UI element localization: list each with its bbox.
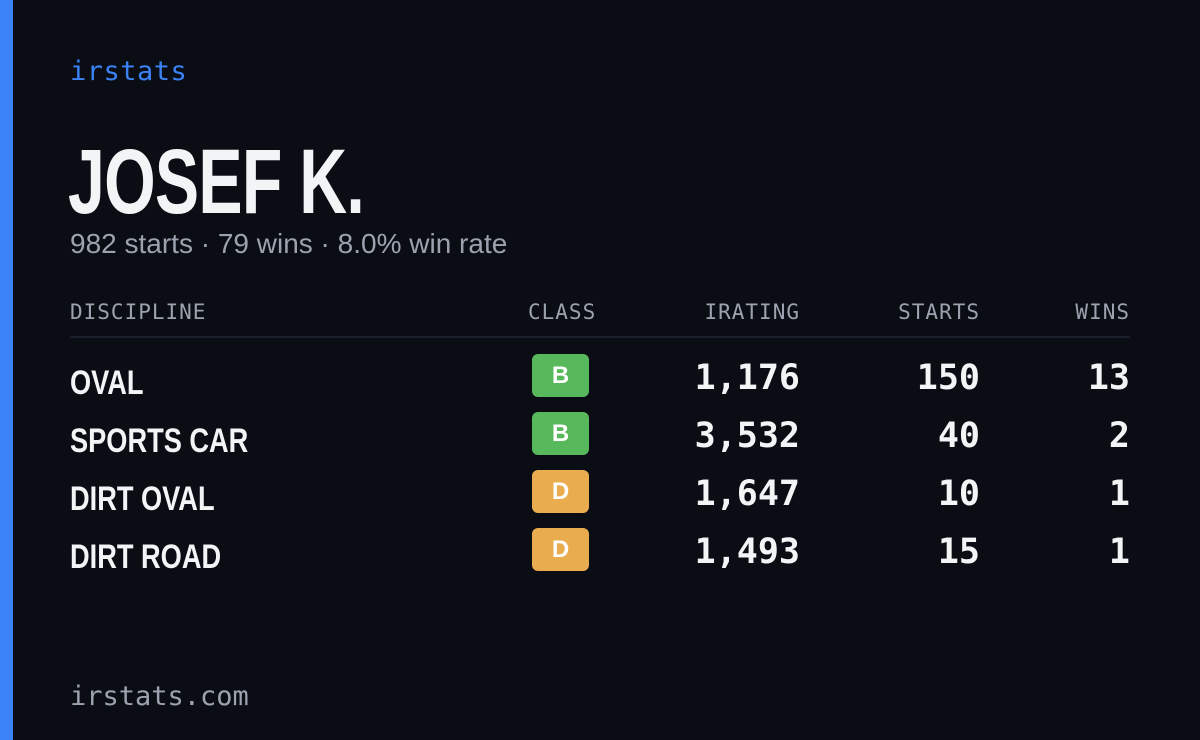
table-header: DISCIPLINE CLASS IRATING STARTS WINS	[70, 296, 1130, 338]
discipline-name: DIRT ROAD	[70, 538, 222, 576]
wins-value: 1	[1108, 474, 1130, 514]
accent-bar	[0, 0, 13, 740]
table-row: DIRT ROAD D 1,493 15 1	[70, 528, 1130, 586]
wins-value: 2	[1108, 416, 1130, 456]
starts-value: 150	[916, 358, 980, 398]
class-badge: D	[532, 528, 589, 571]
table-row: OVAL B 1,176 150 13	[70, 354, 1130, 412]
starts-value: 10	[937, 474, 980, 514]
discipline-name: OVAL	[70, 364, 144, 402]
irating-value: 1,176	[694, 358, 800, 398]
starts-value: 15	[937, 532, 980, 572]
starts-value: 40	[937, 416, 980, 456]
wins-value: 13	[1087, 358, 1130, 398]
irating-value: 1,493	[694, 532, 800, 572]
irating-value: 1,647	[694, 474, 800, 514]
class-badge: B	[532, 354, 589, 397]
driver-summary: 982 starts · 79 wins · 8.0% win rate	[70, 228, 508, 259]
header-discipline: DISCIPLINE	[70, 300, 207, 324]
class-badge: B	[532, 412, 589, 455]
footer-url: irstats.com	[70, 681, 249, 712]
class-badge: D	[532, 470, 589, 513]
wins-value: 1	[1108, 532, 1130, 572]
table-row: DIRT OVAL D 1,647 10 1	[70, 470, 1130, 528]
brand-logo: irstats	[70, 56, 188, 87]
header-irating: IRATING	[704, 300, 800, 324]
header-starts: STARTS	[898, 300, 980, 324]
irating-value: 3,532	[694, 416, 800, 456]
driver-name: JOSEF K.	[68, 131, 365, 233]
header-wins: WINS	[1075, 300, 1130, 324]
header-class: CLASS	[528, 300, 597, 324]
table-row: SPORTS CAR B 3,532 40 2	[70, 412, 1130, 470]
discipline-name: SPORTS CAR	[70, 422, 249, 460]
table-body: OVAL B 1,176 150 13 SPORTS CAR B 3,532 4…	[70, 354, 1130, 586]
discipline-name: DIRT OVAL	[70, 480, 215, 518]
discipline-table: DISCIPLINE CLASS IRATING STARTS WINS OVA…	[70, 296, 1130, 586]
